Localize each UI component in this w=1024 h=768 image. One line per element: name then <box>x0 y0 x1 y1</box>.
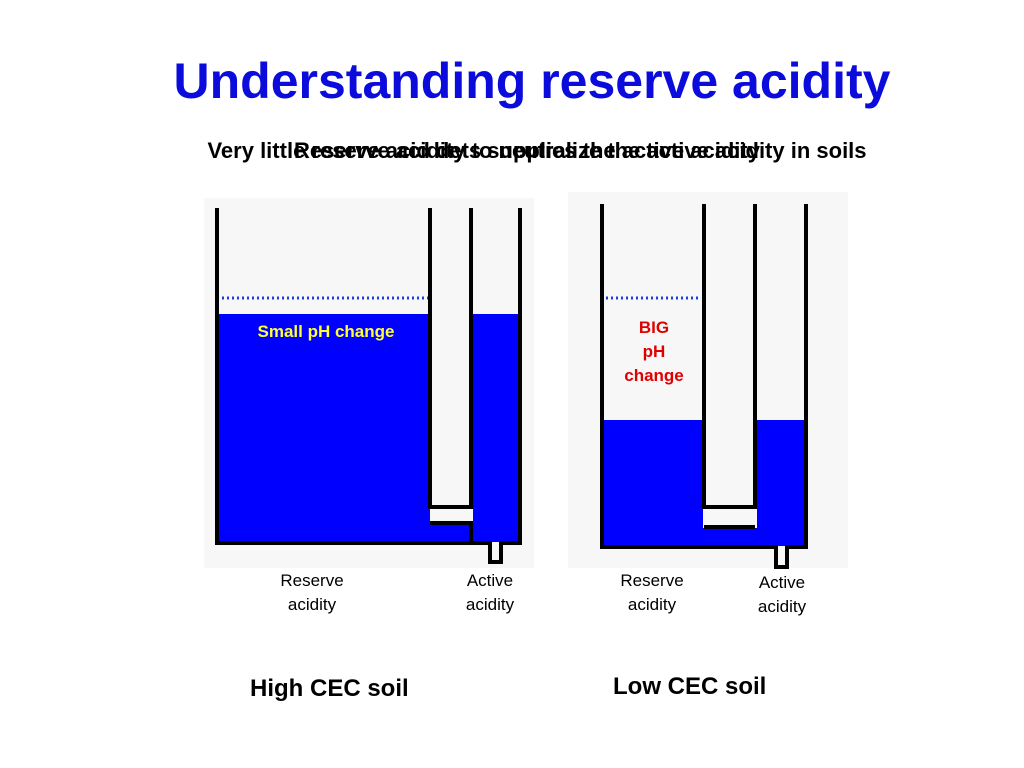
page-title: Understanding reserve acidity <box>173 53 891 109</box>
high-cec-walls <box>215 208 522 564</box>
low-cec-connector-water <box>703 528 757 546</box>
high-cec-vessel <box>215 208 522 564</box>
high-cec-change-label: Small pH change <box>257 322 395 341</box>
low-cec-active-water <box>757 420 805 546</box>
high-cec-caption: High CEC soil <box>250 675 409 702</box>
low-cec-reserve-water <box>603 420 703 546</box>
subtitle: Very little reserve acidity to neutraliz… <box>0 138 1024 164</box>
low-cec-walls <box>600 204 808 569</box>
high-cec-active-label: Active acidity <box>465 571 515 614</box>
subtitle-layer-2: Reserve acid dets supplies the active ac… <box>294 138 760 163</box>
low-cec-reserve-label: Reserve acidity <box>620 571 684 614</box>
low-cec-caption: Low CEC soil <box>613 673 767 700</box>
low-cec-active-label: Active acidity <box>757 573 807 616</box>
low-cec-vessel <box>600 204 808 569</box>
high-cec-connector-water <box>430 523 473 542</box>
high-cec-reserve-label: Reserve acidity <box>280 571 344 614</box>
subtitle-layer-1: Very little reserve acidity to neutraliz… <box>207 138 867 163</box>
high-cec-reserve-water <box>218 314 430 543</box>
subtitle-overlay: Reserve acid dets supplies the active ac… <box>0 138 1024 164</box>
low-cec-change-label: BIG pH change <box>624 318 684 385</box>
high-cec-active-water <box>473 314 520 542</box>
